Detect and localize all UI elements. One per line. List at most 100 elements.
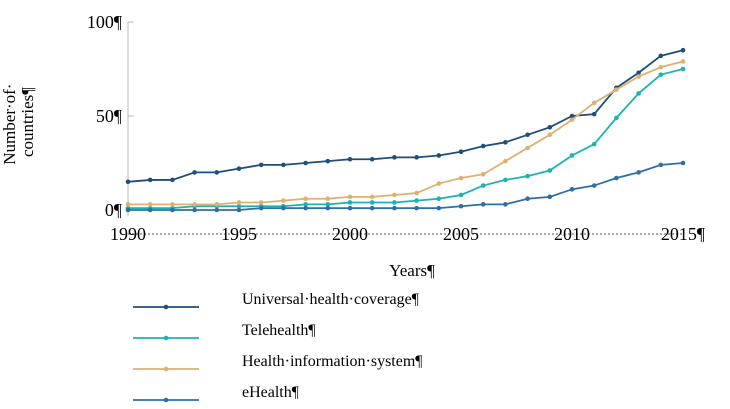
data-point — [214, 170, 220, 175]
data-point — [414, 198, 419, 203]
data-point — [480, 183, 486, 188]
series-1 — [125, 47, 686, 185]
data-point — [325, 205, 331, 211]
x-axis-title: Years¶ — [389, 261, 435, 280]
data-point — [591, 183, 597, 188]
data-point — [347, 205, 353, 211]
x-tick-label: 2015¶ — [661, 224, 705, 244]
data-point — [236, 166, 242, 171]
legend-label: Health·information·system¶ — [242, 353, 423, 370]
data-point — [369, 156, 375, 162]
data-point — [480, 171, 486, 177]
y-axis-title: Number·of· countries¶ — [0, 79, 37, 164]
data-point — [392, 155, 397, 160]
data-point — [503, 158, 508, 164]
data-point — [303, 202, 308, 207]
data-point — [192, 202, 197, 207]
data-point — [636, 170, 641, 175]
data-point — [480, 202, 486, 207]
data-point — [347, 156, 353, 162]
data-point — [236, 203, 242, 209]
y-tick-label: 50¶ — [96, 106, 122, 126]
series-line — [128, 162, 684, 211]
data-point — [658, 64, 664, 70]
data-point — [436, 196, 442, 202]
data-point — [170, 177, 175, 183]
data-point — [503, 140, 508, 145]
data-point — [414, 205, 419, 211]
data-point — [636, 70, 641, 76]
data-point — [591, 141, 597, 147]
data-point — [369, 194, 375, 200]
data-point — [569, 187, 575, 192]
data-point — [281, 198, 286, 203]
data-point — [392, 200, 397, 205]
data-point — [458, 192, 464, 198]
data-point — [680, 59, 686, 64]
data-point — [525, 196, 530, 202]
legend-swatch-marker — [163, 335, 169, 341]
data-point — [525, 173, 530, 179]
data-point — [614, 115, 619, 121]
x-tick-label: 1995 — [221, 224, 257, 244]
data-point — [236, 200, 242, 205]
data-point — [236, 207, 242, 213]
data-point — [525, 145, 530, 151]
y-tick-label: 0¶ — [105, 200, 122, 220]
data-point — [392, 192, 397, 198]
data-point — [147, 202, 153, 207]
data-point — [414, 190, 419, 196]
data-point — [258, 205, 264, 211]
data-point — [547, 132, 553, 138]
data-point — [636, 74, 641, 79]
data-point — [636, 91, 641, 96]
data-point — [325, 202, 331, 207]
data-point — [325, 196, 331, 202]
data-point — [436, 153, 442, 158]
data-point — [569, 117, 575, 123]
x-tick-label: 2000 — [332, 224, 368, 244]
data-point — [503, 177, 508, 183]
data-point — [458, 175, 464, 181]
data-point — [547, 194, 553, 200]
data-point — [281, 162, 286, 168]
legend-label: Universal·health·coverage¶ — [242, 291, 420, 308]
data-point — [258, 200, 264, 205]
data-point — [214, 207, 220, 213]
data-point — [436, 205, 442, 211]
data-point — [369, 200, 375, 205]
data-point — [658, 53, 664, 59]
data-point — [525, 132, 530, 138]
legend-swatch-marker — [163, 397, 169, 403]
series-line — [127, 49, 684, 183]
data-point — [170, 207, 175, 213]
data-point — [414, 155, 419, 160]
data-point — [125, 207, 131, 213]
data-point — [347, 200, 353, 205]
x-tick-label: 1990 — [110, 224, 146, 244]
data-point — [192, 170, 197, 175]
data-point — [369, 205, 375, 211]
data-point — [614, 87, 619, 92]
data-point — [192, 207, 197, 213]
data-point — [125, 179, 131, 185]
x-tick-label: 2005 — [443, 224, 479, 244]
data-point — [303, 160, 308, 166]
legend-label: eHealth¶ — [242, 384, 300, 401]
legend-swatch-marker — [163, 366, 169, 372]
series-3 — [125, 59, 686, 207]
data-point — [258, 162, 264, 168]
data-point — [147, 207, 153, 213]
data-point — [569, 153, 575, 158]
data-point — [458, 203, 464, 209]
data-point — [214, 202, 220, 207]
x-tick-label: 2010 — [554, 224, 590, 244]
data-point — [303, 196, 308, 202]
legend-label: Telehealth¶ — [242, 322, 316, 339]
data-point — [658, 162, 664, 168]
data-point — [503, 202, 508, 207]
data-point — [281, 205, 286, 211]
y-tick-label: 100¶ — [87, 12, 122, 32]
data-point — [125, 202, 131, 207]
series-layer — [125, 47, 686, 213]
